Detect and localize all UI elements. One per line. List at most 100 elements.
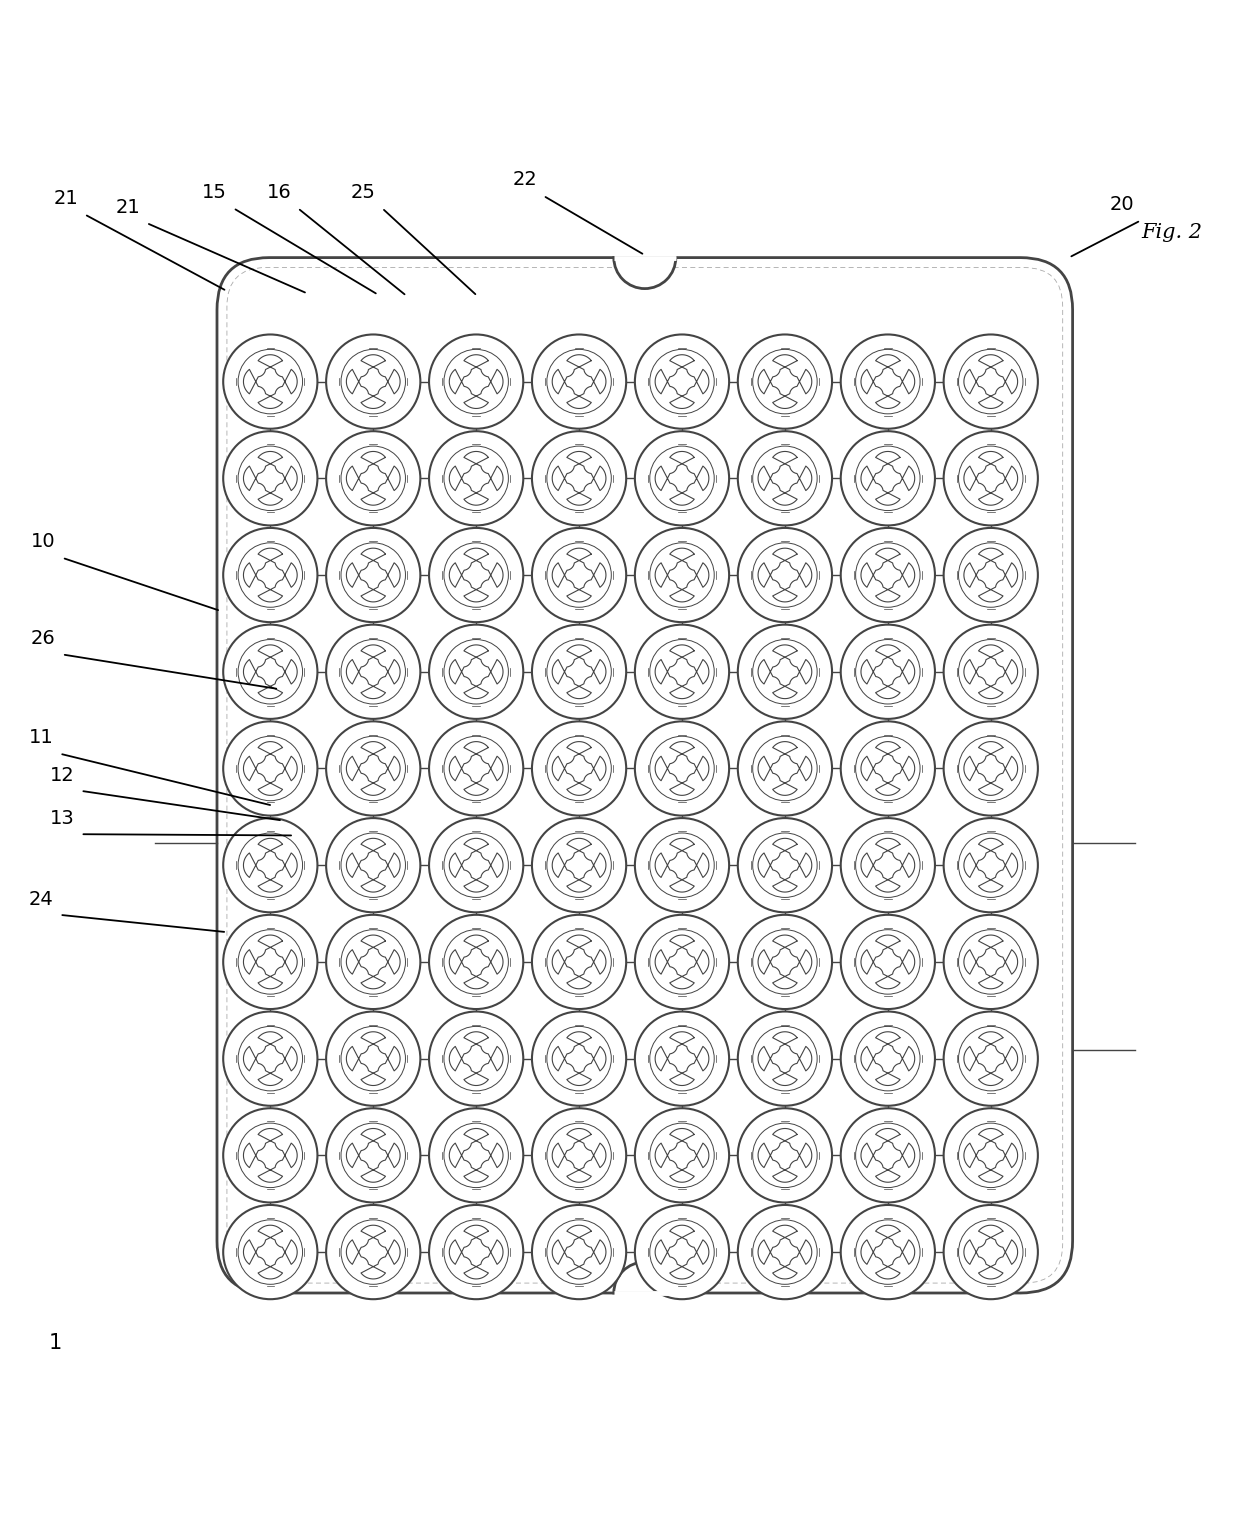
Circle shape	[856, 1219, 920, 1284]
Circle shape	[326, 625, 420, 719]
Circle shape	[841, 1108, 935, 1203]
Circle shape	[959, 1026, 1023, 1091]
Circle shape	[635, 334, 729, 429]
Circle shape	[223, 1206, 317, 1299]
Circle shape	[547, 1219, 611, 1284]
Text: 11: 11	[29, 728, 53, 748]
Circle shape	[738, 625, 832, 719]
Circle shape	[738, 818, 832, 913]
Circle shape	[223, 915, 317, 1010]
Circle shape	[238, 833, 303, 898]
Circle shape	[444, 1219, 508, 1284]
Circle shape	[429, 430, 523, 525]
Circle shape	[753, 737, 817, 801]
Circle shape	[223, 430, 317, 525]
Circle shape	[753, 930, 817, 994]
Circle shape	[547, 1123, 611, 1187]
Circle shape	[341, 542, 405, 607]
Circle shape	[959, 1219, 1023, 1284]
Circle shape	[238, 542, 303, 607]
Circle shape	[223, 529, 317, 622]
Circle shape	[635, 818, 729, 913]
Circle shape	[959, 1123, 1023, 1187]
Circle shape	[444, 737, 508, 801]
Circle shape	[532, 625, 626, 719]
Circle shape	[650, 833, 714, 898]
Circle shape	[444, 639, 508, 705]
Circle shape	[944, 529, 1038, 622]
Circle shape	[959, 639, 1023, 705]
Circle shape	[238, 349, 303, 414]
Circle shape	[238, 639, 303, 705]
Circle shape	[547, 446, 611, 510]
Text: 12: 12	[50, 766, 74, 784]
Circle shape	[547, 639, 611, 705]
Text: 16: 16	[267, 182, 291, 202]
Circle shape	[429, 1206, 523, 1299]
Circle shape	[944, 722, 1038, 815]
Circle shape	[753, 542, 817, 607]
Circle shape	[223, 722, 317, 815]
Circle shape	[341, 1026, 405, 1091]
Circle shape	[635, 529, 729, 622]
Wedge shape	[614, 1262, 676, 1293]
Circle shape	[959, 542, 1023, 607]
Circle shape	[532, 529, 626, 622]
Circle shape	[856, 446, 920, 510]
Circle shape	[429, 915, 523, 1010]
Circle shape	[326, 334, 420, 429]
Circle shape	[326, 1206, 420, 1299]
Circle shape	[547, 349, 611, 414]
Circle shape	[547, 737, 611, 801]
Circle shape	[753, 833, 817, 898]
Text: 26: 26	[31, 630, 56, 648]
Circle shape	[444, 446, 508, 510]
Circle shape	[238, 446, 303, 510]
Circle shape	[753, 349, 817, 414]
Circle shape	[326, 818, 420, 913]
Circle shape	[326, 430, 420, 525]
Circle shape	[856, 737, 920, 801]
Circle shape	[444, 542, 508, 607]
Circle shape	[753, 1026, 817, 1091]
Circle shape	[738, 1206, 832, 1299]
Circle shape	[223, 625, 317, 719]
Circle shape	[341, 446, 405, 510]
Circle shape	[341, 1219, 405, 1284]
Circle shape	[429, 818, 523, 913]
Circle shape	[856, 639, 920, 705]
Circle shape	[547, 1026, 611, 1091]
Circle shape	[635, 1206, 729, 1299]
Circle shape	[856, 1123, 920, 1187]
Circle shape	[532, 334, 626, 429]
Circle shape	[738, 722, 832, 815]
Circle shape	[326, 722, 420, 815]
Circle shape	[944, 1108, 1038, 1203]
Circle shape	[444, 930, 508, 994]
Circle shape	[841, 915, 935, 1010]
Circle shape	[547, 542, 611, 607]
Circle shape	[635, 1011, 729, 1106]
Circle shape	[738, 334, 832, 429]
Text: 13: 13	[50, 809, 74, 827]
Circle shape	[223, 334, 317, 429]
Circle shape	[650, 542, 714, 607]
Text: 20: 20	[1110, 195, 1135, 214]
Circle shape	[444, 1026, 508, 1091]
FancyBboxPatch shape	[217, 257, 1073, 1293]
Circle shape	[841, 818, 935, 913]
Circle shape	[326, 915, 420, 1010]
Circle shape	[429, 722, 523, 815]
Circle shape	[650, 639, 714, 705]
Circle shape	[429, 334, 523, 429]
Circle shape	[635, 1108, 729, 1203]
Circle shape	[959, 446, 1023, 510]
Circle shape	[238, 1219, 303, 1284]
Circle shape	[753, 639, 817, 705]
Circle shape	[635, 430, 729, 525]
Circle shape	[223, 818, 317, 913]
Circle shape	[841, 334, 935, 429]
Circle shape	[738, 529, 832, 622]
Text: 21: 21	[53, 188, 78, 208]
Circle shape	[944, 1206, 1038, 1299]
